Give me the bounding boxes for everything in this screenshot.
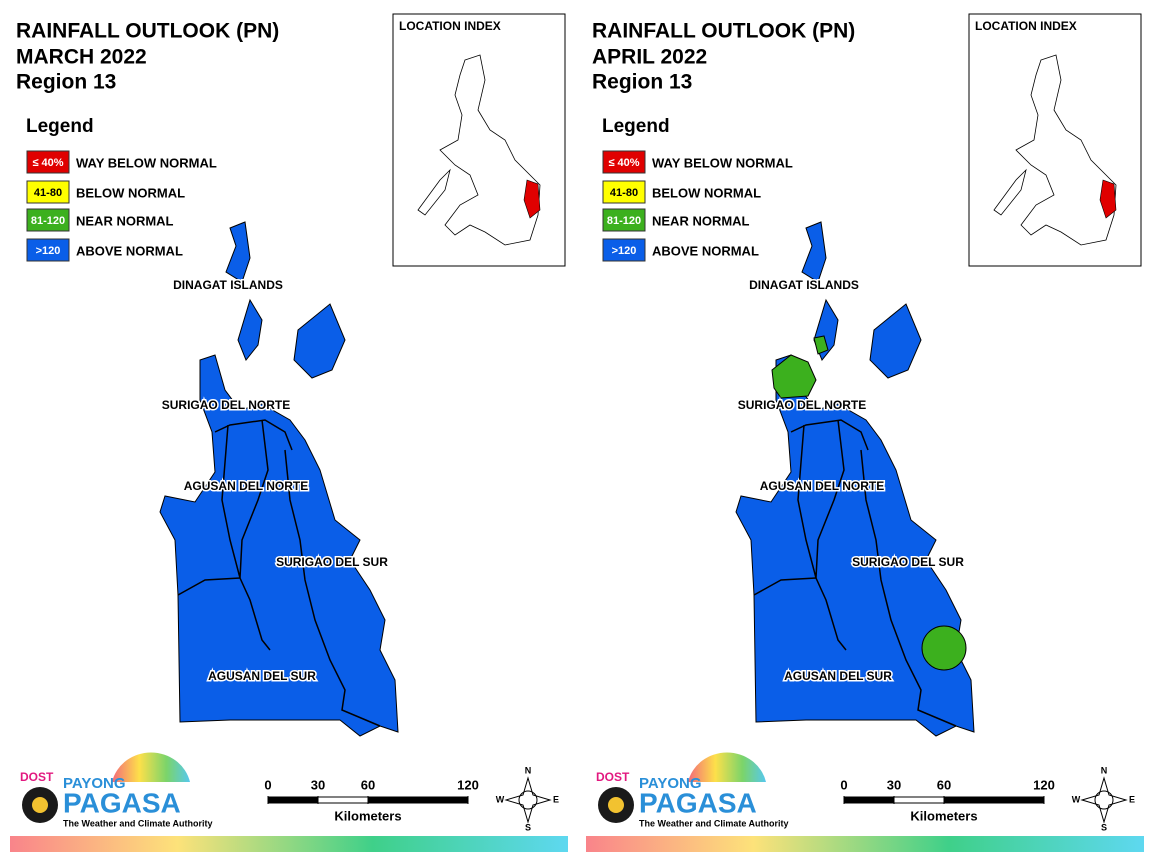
logo-seal-inner [608,797,624,813]
scale-tick-label: 120 [457,777,479,792]
philippines-outline [993,54,1117,246]
legend-label: BELOW NORMAL [652,185,761,200]
scale-tick-label: 30 [887,777,901,792]
compass-rose [1080,776,1128,824]
legend-swatch [26,238,70,262]
logo-tagline: The Weather and Climate Authority [63,818,213,828]
province-label: DINAGAT ISLANDS [749,278,859,292]
location-index-title: LOCATION INDEX [399,19,501,33]
region: Region 13 [592,71,692,94]
scale-segment [267,796,319,804]
compass-w: W [1072,794,1081,804]
legend-range: 41-80 [34,187,62,199]
scale-tick-label: 0 [840,777,847,792]
logo-payong: PAYONG [639,775,702,792]
color-strip [10,836,568,852]
logo-dost: DOST [596,770,630,784]
legend-label: NEAR NORMAL [652,213,750,228]
color-strip [586,836,1144,852]
logo-umbrella [112,752,190,782]
legend-label: ABOVE NORMAL [76,243,183,258]
legend-label: WAY BELOW NORMAL [76,155,217,170]
scale-tick-label: 0 [264,777,271,792]
scale-tick-label: 120 [1033,777,1055,792]
legend-swatch [26,150,70,174]
near-normal-area [771,354,817,399]
legend-range: ≤ 40% [608,157,639,169]
month: MARCH 2022 [16,46,147,69]
legend-title: Legend [602,116,670,137]
legend-range: ≤ 40% [32,157,63,169]
month: APRIL 2022 [592,46,707,69]
compass-s: S [1101,822,1107,832]
compass-w: W [496,794,505,804]
compass-e: E [1129,794,1135,804]
region-highlight [523,179,541,219]
region: Region 13 [16,71,116,94]
scale-segment [843,796,895,804]
legend-label: WAY BELOW NORMAL [652,155,793,170]
philippines-outline [417,54,541,246]
province-label: AGUSAN DEL NORTE [184,479,308,493]
province-label: DINAGAT ISLANDS [173,278,283,292]
province-label: SURIGAO DEL NORTE [162,398,290,412]
compass-n: N [1101,765,1108,775]
legend-range: >120 [36,245,61,257]
province-label: SURIGAO DEL SUR [852,555,964,569]
title: RAINFALL OUTLOOK (PN) [16,20,279,43]
compass-ring [1094,790,1114,810]
province-label: SURIGAO DEL NORTE [738,398,866,412]
logo-pagasa: PAGASA [63,787,181,818]
legend-swatch [602,208,646,232]
legend-swatch [602,238,646,262]
legend-swatch [602,150,646,174]
legend-range: >120 [612,245,637,257]
legend-label: ABOVE NORMAL [652,243,759,258]
scale-unit: Kilometers [910,808,977,823]
legend-swatch [26,208,70,232]
scale-segment [893,796,945,804]
compass-s: S [525,822,531,832]
legend-label: NEAR NORMAL [76,213,174,228]
scale-tick-label: 30 [311,777,325,792]
compass-rose [504,776,552,824]
logo-dost: DOST [20,770,54,784]
legend-title: Legend [26,116,94,137]
compass-n: N [525,765,532,775]
legend-label: BELOW NORMAL [76,185,185,200]
scale-segment [317,796,369,804]
logo-seal-inner [32,797,48,813]
legend-range: 41-80 [610,187,638,199]
scale-segment [367,796,469,804]
province-label: AGUSAN DEL SUR [784,669,892,683]
scale-tick-label: 60 [361,777,375,792]
logo-umbrella [688,752,766,782]
location-index-title: LOCATION INDEX [975,19,1077,33]
logo-payong: PAYONG [63,775,126,792]
province-label: AGUSAN DEL NORTE [760,479,884,493]
near-normal-area [813,335,829,355]
province-label: AGUSAN DEL SUR [208,669,316,683]
scale-unit: Kilometers [334,808,401,823]
province-label: SURIGAO DEL SUR [276,555,388,569]
legend-swatch [26,180,70,204]
logo-tagline: The Weather and Climate Authority [639,818,789,828]
legend-range: 81-120 [607,215,641,227]
scale-tick-label: 60 [937,777,951,792]
logo-pagasa: PAGASA [639,787,757,818]
scale-segment [943,796,1045,804]
legend-swatch [602,180,646,204]
legend-range: 81-120 [31,215,65,227]
title: RAINFALL OUTLOOK (PN) [592,20,855,43]
compass-e: E [553,794,559,804]
compass-ring [518,790,538,810]
near-normal-area [921,625,967,671]
region-highlight [1099,179,1117,219]
